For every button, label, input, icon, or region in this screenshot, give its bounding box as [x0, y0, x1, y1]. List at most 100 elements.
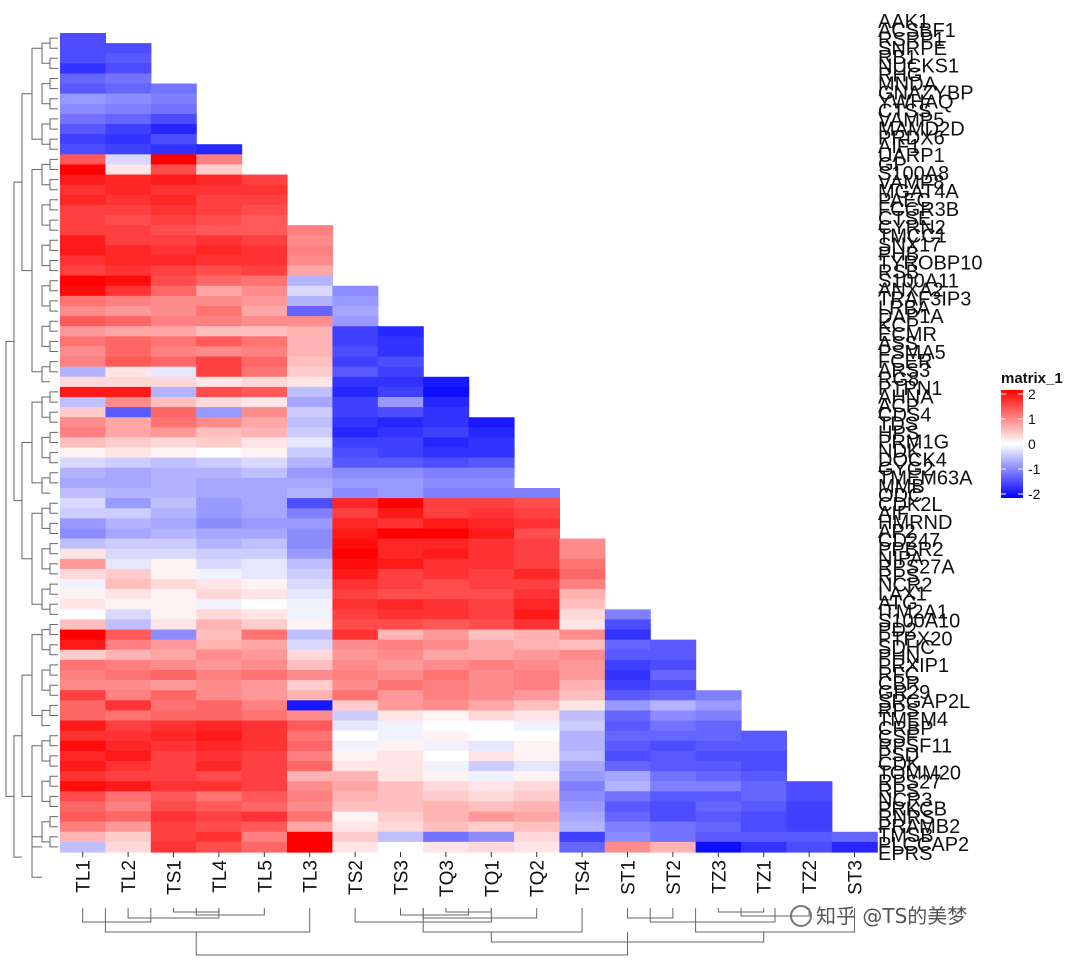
row-label: PRKCB	[878, 798, 947, 820]
heatmap-cell	[241, 710, 288, 722]
heatmap-cell	[150, 306, 197, 317]
heatmap-cell	[196, 245, 243, 257]
heatmap-cell	[650, 750, 697, 762]
dendrogram-branch	[41, 285, 50, 307]
heatmap-cell	[150, 659, 197, 671]
heatmap-cell	[105, 265, 152, 277]
row-label: AIF1	[878, 136, 920, 158]
dendrogram-branch	[49, 502, 58, 514]
dendrogram-branch	[41, 669, 50, 691]
heatmap-cell	[150, 518, 197, 530]
heatmap-cell	[332, 336, 379, 348]
heatmap-cell	[332, 498, 379, 509]
heatmap-cell	[241, 538, 288, 550]
heatmap-cell	[241, 295, 288, 307]
legend-tick-label: 1	[1028, 411, 1036, 427]
heatmap-cell	[514, 730, 560, 742]
heatmap-cell	[377, 488, 424, 499]
row-label: DAP1A	[878, 306, 944, 328]
heatmap-cell	[105, 538, 152, 550]
row-label: UARP1	[878, 145, 945, 167]
heatmap-cell	[150, 589, 197, 600]
heatmap-cell	[332, 771, 379, 782]
heatmap-cell	[60, 781, 106, 792]
heatmap-cell	[559, 629, 606, 641]
heatmap-cell	[332, 528, 379, 540]
heatmap-cell	[514, 488, 560, 499]
heatmap-cell	[196, 215, 243, 226]
heatmap-cell	[105, 407, 152, 418]
heatmap-cell	[377, 508, 424, 519]
heatmap-cell	[377, 831, 424, 843]
heatmap-cell	[150, 437, 197, 449]
heatmap-cell	[105, 245, 152, 257]
row-label: ITM2A1	[878, 602, 948, 624]
heatmap-cell	[241, 488, 288, 499]
heatmap-cell	[377, 771, 424, 782]
heatmap-cell	[377, 710, 424, 722]
heatmap-cell	[241, 336, 288, 348]
heatmap-cell	[559, 680, 606, 691]
heatmap-cell	[831, 841, 878, 853]
heatmap-cell	[150, 750, 197, 762]
legend-title: matrix_1	[1001, 370, 1063, 387]
heatmap-cell	[332, 841, 379, 853]
heatmap-cell	[559, 589, 606, 600]
heatmap-cell	[105, 73, 152, 85]
heatmap-cell	[150, 771, 197, 782]
heatmap-cell	[514, 670, 560, 681]
heatmap-cell	[332, 599, 379, 610]
dendrogram-branch	[49, 624, 58, 636]
heatmap-cell	[60, 477, 106, 489]
heatmap-cell	[60, 619, 106, 631]
heatmap-cell	[150, 113, 197, 125]
heatmap-cell	[105, 589, 152, 600]
heatmap-cell	[559, 811, 606, 823]
heatmap-cell	[150, 285, 197, 297]
heatmap-cell	[150, 690, 197, 701]
heatmap-cell	[150, 144, 197, 155]
heatmap-cell	[150, 336, 197, 348]
heatmap-cell	[60, 589, 106, 600]
column-label: TS1	[165, 860, 186, 895]
row-label: PSMA5	[878, 342, 946, 364]
heatmap-cell	[241, 700, 288, 712]
heatmap-cell	[241, 316, 288, 327]
heatmap-cell	[287, 275, 333, 287]
column-label: TQ1	[482, 860, 503, 897]
row-label: AHNA	[878, 387, 934, 409]
heatmap-cell	[650, 841, 697, 853]
dendrogram-branch	[195, 932, 628, 956]
dendrogram-branch	[49, 280, 58, 292]
heatmap-cell	[650, 710, 697, 722]
column-label: ST3	[846, 860, 867, 895]
heatmap-cell	[196, 548, 243, 560]
heatmap-cell	[241, 558, 288, 570]
heatmap-cell	[105, 670, 152, 681]
heatmap-cell	[332, 316, 379, 327]
heatmap-cell	[105, 336, 152, 348]
heatmap-cell	[695, 841, 742, 853]
heatmap-cell	[287, 568, 333, 580]
heatmap-cell	[150, 629, 197, 641]
heatmap-cell	[241, 801, 288, 813]
heatmap-cell	[196, 285, 243, 297]
heatmap-cell	[650, 720, 697, 732]
heatmap-cell	[423, 791, 470, 803]
heatmap-cell	[423, 761, 470, 772]
heatmap-cell	[105, 255, 152, 267]
row-label: KCP	[878, 315, 919, 337]
row-label: FCGR3B	[878, 199, 959, 221]
heatmap-cell	[468, 447, 515, 459]
column-label: TS3	[392, 860, 413, 895]
heatmap-cell	[468, 700, 515, 712]
dendrogram-branch	[649, 908, 776, 923]
dendrogram-branch	[49, 431, 58, 443]
column-label: TZ3	[709, 860, 730, 894]
dendrogram-branch	[31, 47, 42, 140]
heatmap-cell	[60, 538, 106, 550]
heatmap-cell	[332, 639, 379, 651]
heatmap-cell	[650, 791, 697, 803]
heatmap-cell	[287, 245, 333, 257]
heatmap-cell	[60, 407, 106, 418]
